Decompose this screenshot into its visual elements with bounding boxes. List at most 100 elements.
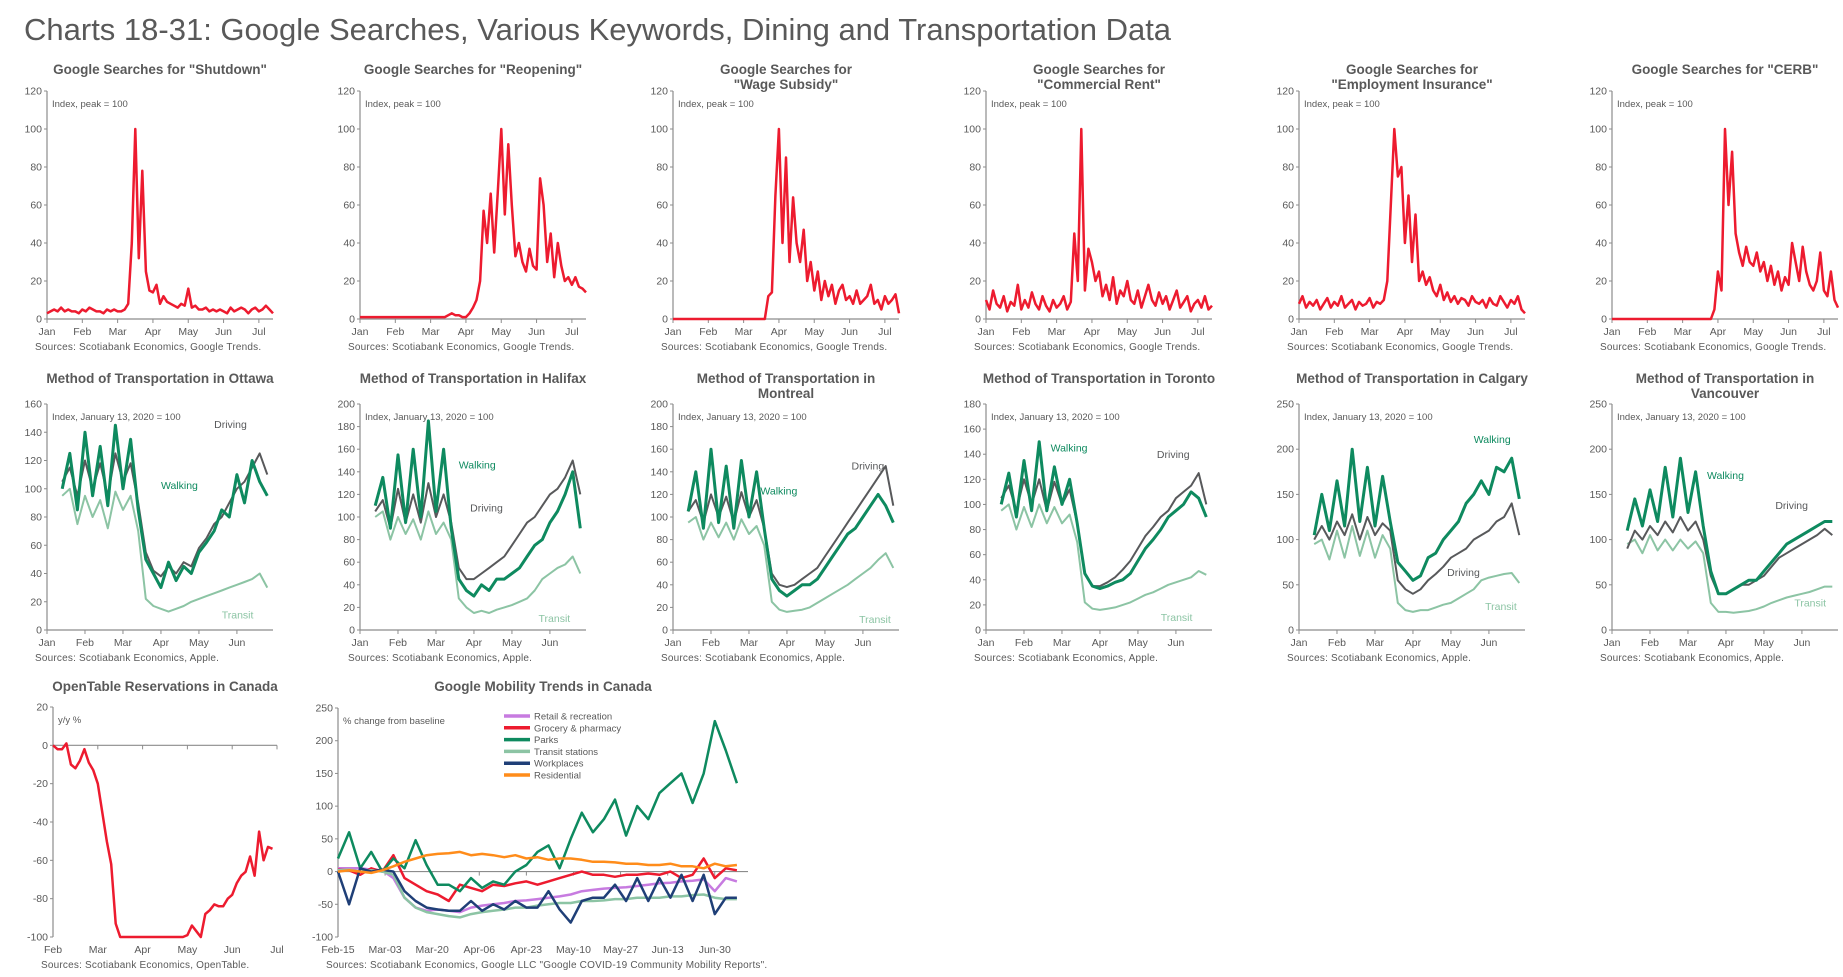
x-tick-label: May [804,326,825,338]
y-tick-label: -100 [312,932,333,944]
y-tick-label: 150 [1276,489,1294,501]
x-tick-label: Jun-13 [652,944,684,956]
chart-title: Method of Transportation in Halifax [359,371,587,386]
y-tick-label: 20 [1282,276,1294,288]
x-tick-label: Mar [427,637,446,649]
series-label-walking: Walking [1474,434,1511,446]
chart-source: Sources: Scotiabank Economics, Google Tr… [661,342,888,353]
y-tick-label: 100 [1589,534,1607,546]
x-tick-label: Mar [735,326,754,338]
y-tick-label: 20 [30,276,42,288]
y-tick-label: 120 [963,474,981,486]
chart-source: Sources: Scotiabank Economics, Google Tr… [35,342,262,353]
y-tick-label: 120 [24,455,42,467]
y-tick-label: -80 [33,893,48,905]
chart-5: 0 20 40 60 80 100 120 Jan Feb Mar Apr May Jun Jul Inde… [1589,86,1840,338]
unit-annotation: Index, peak = 100 [52,99,128,110]
y-tick-label: 180 [337,421,355,433]
x-tick-label: Apr [1397,326,1414,338]
chart-title: Google Searches for "Commercial Rent" [1032,62,1166,92]
x-tick-label: Mar-03 [368,944,401,956]
series-line-residential [337,850,738,875]
x-tick-label: Apr [466,637,483,649]
y-tick-label: 100 [24,483,42,495]
series-label-driving: Driving [852,461,885,473]
chart-title: Google Searches for "Employment Insuranc… [1331,62,1493,92]
series-line-parks [336,719,739,893]
x-tick-label: Jul [1191,326,1204,338]
y-tick-label: 50 [1595,579,1607,591]
chart-13: -100 -50 0 50 100 150 200 250 Feb-15 Mar-03 Mar-20… [312,703,748,956]
chart-1: 0 20 40 60 80 100 120 Jan Feb Mar Apr May Jun Jul Inde… [337,86,587,338]
y-tick-label: 120 [1589,86,1607,98]
y-tick-label: 100 [1589,124,1607,136]
y-tick-label: 200 [1276,444,1294,456]
series-line-wage-subsidy [673,127,901,321]
y-tick-label: 20 [969,599,981,611]
x-tick-label: Jun [1467,326,1484,338]
chart-3: 0 20 40 60 80 100 120 Jan Feb Mar Apr May Jun Jul Inde… [963,86,1213,338]
x-tick-label: Jan [352,637,369,649]
y-tick-label: 20 [343,602,355,614]
x-tick-label: Mar [109,326,128,338]
x-tick-label: May-10 [556,944,591,956]
series-line-grocery-pharmacy [337,853,738,903]
series-label-driving: Driving [470,502,503,514]
y-tick-label: 60 [343,557,355,569]
unit-annotation: Index, peak = 100 [991,99,1067,110]
chart-10: 0 50 100 150 200 250 Jan Feb Mar Apr May Jun Index, … [1276,399,1525,649]
y-tick-label: 40 [969,238,981,250]
legend-label-grocery-pharmacy: Grocery & pharmacy [534,723,621,734]
chart-title: Method of Transportation in Vancouver [1635,371,1815,401]
series-line-cerb [1612,127,1840,321]
chart-title: Google Searches for "Reopening" [363,62,583,77]
chart-source: Sources: Scotiabank Economics, Apple. [1600,653,1785,664]
x-tick-label: Jun [1793,637,1810,649]
y-tick-label: 40 [30,568,42,580]
series-label-transit: Transit [1485,601,1517,613]
chart-8: 0 20 40 60 80 100 120 140 160 180 200 Jan Feb Mar Apr M… [650,399,899,649]
y-tick-label: 0 [349,625,355,637]
y-tick-label: 100 [337,124,355,136]
y-tick-label: 20 [656,602,668,614]
x-tick-label: Mar [1679,637,1698,649]
x-tick-label: Feb [386,326,404,338]
series-line-reservations [52,742,273,939]
chart-source: Sources: Scotiabank Economics, Apple. [1287,653,1472,664]
unit-annotation: Index, January 13, 2020 = 100 [365,412,494,423]
x-tick-label: Apr [779,637,796,649]
series-label-transit: Transit [539,613,571,625]
y-tick-label: 20 [36,702,48,714]
y-tick-label: 80 [1282,162,1294,174]
x-tick-label: Jul [878,326,891,338]
x-tick-label: Apr [771,326,788,338]
x-tick-label: Feb [44,944,62,956]
y-tick-label: 20 [969,276,981,288]
x-tick-label: Jan [352,326,369,338]
x-tick-label: Jul [1504,326,1517,338]
y-tick-label: 60 [1282,200,1294,212]
x-tick-label: Mar [1048,326,1067,338]
x-tick-label: Apr [458,326,475,338]
series-line-driving [1626,516,1833,595]
x-tick-label: Mar [422,326,441,338]
y-tick-label: 0 [662,625,668,637]
y-tick-label: 120 [650,86,668,98]
chart-source: Sources: Scotiabank Economics, Google Tr… [1287,342,1514,353]
chart-source: Sources: Scotiabank Economics, Apple. [35,653,220,664]
x-tick-label: Apr [1718,637,1735,649]
page-title: Charts 18-31: Google Searches, Various K… [24,12,1172,47]
x-tick-label: May [815,637,836,649]
series-line-transit [1000,503,1207,611]
x-tick-label: May [502,637,523,649]
series-line-driving [1313,502,1521,595]
chart-title: Google Mobility Trends in Canada [434,679,652,694]
x-tick-label: May [1441,637,1462,649]
x-tick-label: Mar [1674,326,1693,338]
series-line-transit [1313,525,1521,613]
unit-annotation: y/y % [58,715,82,726]
y-tick-label: 20 [30,596,42,608]
series-line-transit [374,510,582,614]
x-tick-label: Jul [252,326,265,338]
chart-6: 0 20 40 60 80 100 120 140 160 Jan Feb Mar Apr May Jun I… [24,399,273,649]
